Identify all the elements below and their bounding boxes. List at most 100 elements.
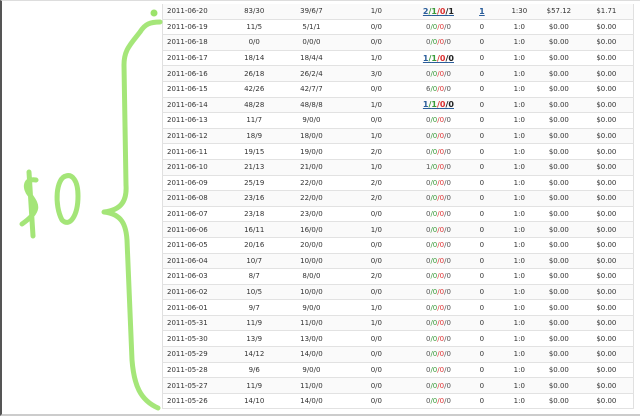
cell-c5: 0/0/0/0 — [413, 206, 464, 223]
separator: / — [437, 178, 440, 187]
cell-c5: 0/0/0/0 — [413, 190, 464, 207]
date-cell: 2011-06-12 — [161, 128, 225, 145]
date-cell: 2011-06-20 — [161, 4, 225, 20]
date-cell: 2011-06-14 — [161, 97, 225, 114]
table-row: 2011-06-09 25/19 22/0/0 2/0 0/0/0/0 0 1:0 $0.00… — [161, 175, 634, 192]
breakdown-part: 0 — [432, 69, 438, 78]
breakdown-value: 0/0/0/0 — [426, 116, 451, 124]
separator: / — [444, 287, 447, 296]
cell-c3: 19/0/0 — [283, 143, 340, 160]
separator: / — [444, 350, 447, 359]
breakdown-link[interactable]: 1/1/0/0 — [422, 53, 454, 63]
ratio-cell: 1:0 — [500, 34, 539, 51]
separator: / — [430, 85, 433, 94]
breakdown-part: 1 — [422, 53, 429, 63]
breakdown-part: 0 — [446, 116, 451, 125]
amount-cell: $1.71 — [579, 4, 634, 20]
breakdown-part: 0 — [439, 22, 445, 31]
amount-cell: $0.00 — [579, 206, 634, 223]
breakdown-link[interactable]: 1/1/0/0 — [423, 100, 454, 110]
breakdown-part: 0 — [446, 319, 451, 328]
cell-c4: 0/0 — [339, 237, 414, 254]
ratio-cell: 1:0 — [500, 315, 539, 332]
amount-cell: $0.00 — [579, 159, 634, 176]
table-row: 2011-06-12 18/9 18/0/0 1/0 0/0/0/0 0 1:0 $0.00 $… — [161, 128, 634, 145]
separator: / — [430, 381, 433, 390]
breakdown-part: 0 — [432, 241, 438, 250]
breakdown-link[interactable]: 2/1/0/1 — [423, 6, 454, 16]
breakdown-part: 0 — [446, 85, 451, 94]
cell-c6: 0 — [463, 268, 501, 285]
count-value: 0 — [479, 210, 485, 219]
cell-c2: 26/18 — [224, 65, 284, 82]
separator: / — [437, 287, 440, 296]
cell-c2: 21/13 — [224, 159, 284, 176]
cell-c3: 5/1/1 — [283, 19, 340, 36]
date-cell: 2011-06-06 — [161, 221, 225, 238]
breakdown-part: 0 — [432, 350, 438, 359]
ratio-cell: 1:0 — [500, 190, 539, 207]
daily-stats-table: 2011-06-20 83/30 39/6/7 1/0 2/1/0/1 1 1:30 $57.… — [161, 4, 634, 410]
amount-cell: $0.00 — [579, 330, 634, 348]
table-row: 2011-06-11 19/15 19/0/0 2/0 0/0/0/0 0 1:0 $0.00… — [161, 143, 634, 160]
breakdown-part: 0 — [432, 256, 438, 265]
breakdown-part: 0 — [432, 22, 438, 31]
breakdown-value: 0/0/0/0 — [426, 226, 451, 234]
ratio-cell: 1:0 — [500, 299, 539, 316]
table-row: 2011-06-07 23/18 23/0/0 0/0 0/0/0/0 0 1:0 $0.00… — [161, 206, 634, 223]
breakdown-part: 0 — [432, 116, 438, 125]
cell-c4: 1/0 — [339, 128, 414, 145]
breakdown-part: 0 — [425, 397, 431, 406]
separator: / — [444, 22, 447, 31]
date-cell: 2011-06-18 — [161, 34, 225, 51]
separator: / — [444, 225, 447, 234]
date-cell: 2011-06-02 — [161, 284, 225, 301]
cell-c5: 0/0/0/0 — [413, 315, 464, 332]
breakdown-part: 0 — [425, 22, 431, 31]
ratio-cell: 1:0 — [500, 19, 539, 36]
table-row: 2011-05-28 9/6 9/0/0 0/0 0/0/0/0 0 1:0 $0.00 $0.… — [161, 362, 634, 379]
breakdown-part: 0 — [446, 163, 451, 172]
separator: / — [437, 163, 440, 172]
cell-c5: 0/0/0/0 — [413, 237, 464, 254]
breakdown-value: 0/0/0/0 — [426, 272, 451, 280]
cell-c2: 83/30 — [224, 4, 284, 20]
separator: / — [436, 6, 440, 16]
separator: / — [444, 147, 447, 156]
separator: / — [430, 210, 433, 219]
amount-cell: $0.00 — [538, 362, 580, 379]
count-value: 0 — [479, 147, 485, 156]
breakdown-part: 0 — [439, 100, 446, 110]
breakdown-part: 0 — [425, 116, 431, 125]
ratio-cell: 1:0 — [500, 206, 539, 223]
date-cell: 2011-06-04 — [161, 253, 225, 270]
separator: / — [430, 319, 433, 328]
separator: / — [437, 116, 440, 125]
ratio-cell: 1:0 — [500, 253, 539, 270]
cell-c4: 0/0 — [339, 253, 414, 270]
breakdown-value: 0/0/0/0 — [426, 350, 451, 358]
breakdown-part: 1 — [425, 163, 431, 172]
ratio-cell: 1:0 — [500, 393, 539, 410]
cell-c5: 0/0/0/0 — [413, 128, 464, 145]
date-cell: 2011-05-30 — [161, 330, 225, 348]
table-row: 2011-05-29 14/12 14/0/0 0/0 0/0/0/0 0 1:0 $0.00… — [161, 346, 634, 363]
cell-c6: 0 — [463, 237, 501, 254]
amount-cell: $0.00 — [538, 268, 580, 285]
cell-c3: 18/4/4 — [283, 50, 340, 67]
cell-c5: 2/1/0/1 — [413, 4, 464, 20]
separator: / — [430, 365, 433, 374]
breakdown-part: 0 — [439, 272, 445, 281]
breakdown-value: 0/0/0/0 — [426, 319, 451, 327]
cell-c5: 1/0/0/0 — [413, 159, 464, 176]
amount-cell: $0.00 — [538, 175, 580, 192]
count-value: 0 — [479, 225, 485, 234]
count-link[interactable]: 1 — [479, 6, 485, 16]
cell-c4: 1/0 — [339, 159, 414, 176]
separator: / — [430, 397, 433, 406]
breakdown-part: 0 — [439, 163, 445, 172]
count-value: 0 — [479, 287, 485, 296]
count-value: 0 — [479, 100, 485, 109]
cell-c2: 23/18 — [224, 206, 284, 223]
cell-c3: 14/0/0 — [283, 346, 340, 363]
